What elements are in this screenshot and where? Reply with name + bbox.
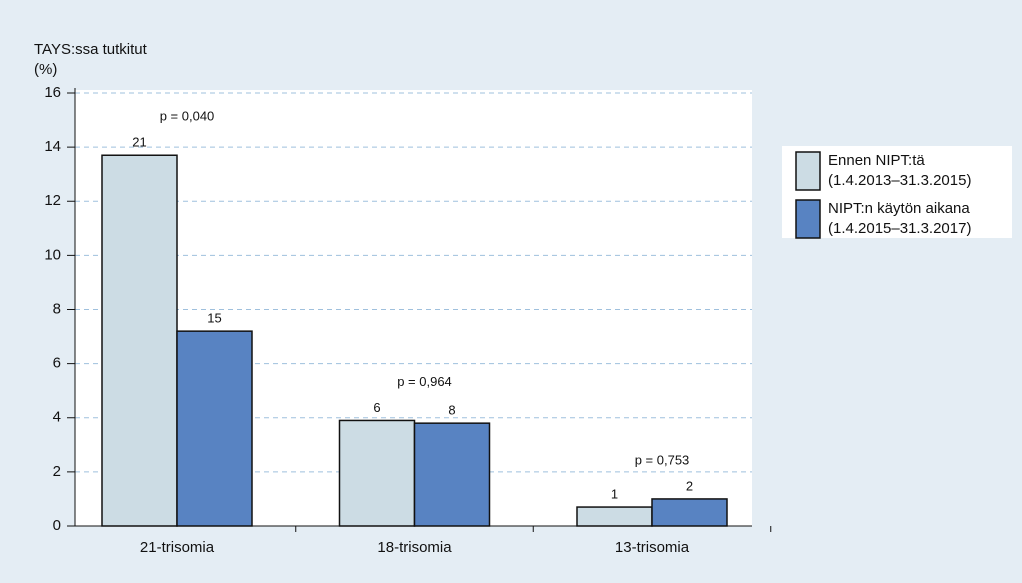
annotation: p = 0,753 <box>635 452 690 467</box>
count-label: 8 <box>448 403 455 418</box>
y-tick-label: 6 <box>53 355 61 372</box>
x-tick-label: 13-trisomia <box>615 539 690 556</box>
y-tick-label: 4 <box>53 409 61 426</box>
legend-label: (1.4.2013–31.3.2015) <box>828 172 971 189</box>
count-label: 21 <box>132 135 146 150</box>
bar <box>176 330 253 527</box>
x-tick-label: 21-trisomia <box>140 539 215 556</box>
bar <box>651 498 728 527</box>
count-label: 15 <box>207 311 221 326</box>
y-axis-label: TAYS:ssa tutkitut <box>34 41 148 58</box>
y-tick-label: 2 <box>53 463 61 480</box>
legend-swatch <box>795 151 821 191</box>
y-tick-label: 0 <box>53 517 61 534</box>
y-tick-label: 16 <box>44 84 61 101</box>
bar <box>338 419 416 527</box>
bar <box>101 154 178 527</box>
bar <box>413 422 491 527</box>
bar <box>576 506 653 527</box>
y-tick-label: 10 <box>44 246 61 263</box>
y-tick-label: 12 <box>44 192 61 209</box>
y-tick-label: 14 <box>44 138 61 155</box>
legend-swatch <box>795 199 821 239</box>
count-label: 2 <box>686 478 693 493</box>
legend-label: (1.4.2015–31.3.2017) <box>828 220 971 237</box>
y-tick-label: 8 <box>53 300 61 317</box>
annotation: p = 0,040 <box>160 109 215 124</box>
y-axis-label: (%) <box>34 61 57 78</box>
x-tick-label: 18-trisomia <box>377 539 452 556</box>
count-label: 1 <box>611 486 618 501</box>
count-label: 6 <box>373 400 380 415</box>
legend-label: NIPT:n käytön aikana <box>828 200 970 217</box>
annotation: p = 0,964 <box>397 374 452 389</box>
legend-label: Ennen NIPT:tä <box>828 152 925 169</box>
